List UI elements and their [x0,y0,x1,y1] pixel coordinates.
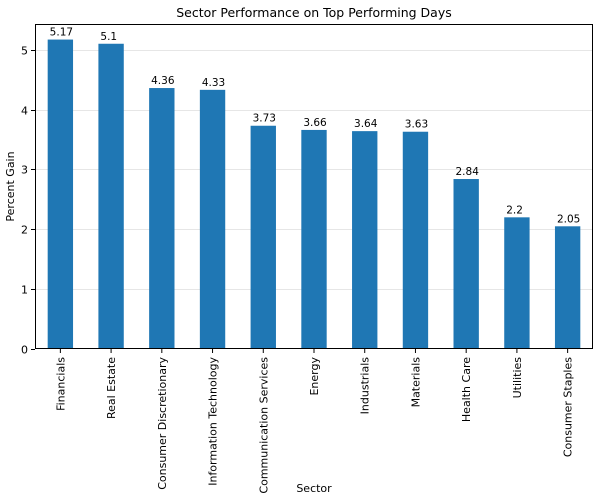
x-tick-label: Health Care [460,357,473,422]
y-tick-label: 4 [21,105,28,118]
bar-value-label: 2.05 [557,213,580,225]
x-tick-label: Industrials [359,357,372,415]
bar [149,88,175,349]
bar-value-label: 3.64 [354,118,378,130]
x-tick-label: Communication Services [257,357,270,494]
bar [301,129,327,349]
x-tick-label: Consumer Staples [562,357,575,457]
bar [352,131,378,349]
x-tick-label: Materials [409,357,422,408]
x-axis-ticks: Financials Real Estate Consumer Discretion… [54,349,575,494]
chart-title: Sector Performance on Top Performing Day… [176,5,452,20]
y-tick-label: 5 [21,45,28,58]
y-axis-ticks: 0 1 2 3 4 5 [21,45,35,357]
x-axis-label: Sector [296,482,332,495]
y-tick-label: 2 [21,224,28,237]
bar-value-label: 2.2 [506,204,523,216]
x-tick-label: Energy [308,357,321,396]
plot-area-frame [35,24,593,349]
x-tick-label: Consumer Discretionary [156,357,169,490]
y-tick-label: 0 [21,344,28,357]
y-axis-label: Percent Gain [4,151,17,221]
bar-value-label: 5.17 [50,27,73,39]
bar-value-label: 3.63 [405,119,428,131]
bar-value-label: 2.84 [456,166,480,178]
bar-value-label: 4.33 [202,77,225,89]
y-tick-label: 1 [21,284,28,297]
bar [402,131,429,349]
bar [47,39,74,349]
bars [47,39,581,350]
bar-value-label: 4.36 [151,75,175,87]
bar-value-label: 3.66 [303,117,327,129]
bar [504,217,530,349]
data-labels: 5.17 5.1 4.36 4.33 3.73 3.66 3.64 3.63 2.84 2.2 2.… [50,27,581,226]
x-tick-label: Financials [54,357,67,411]
x-tick-label: Utilities [511,357,524,399]
bar [199,89,226,349]
x-tick-label: Real Estate [105,357,118,419]
y-tick-label: 3 [21,164,28,177]
bar [98,43,124,350]
bar [453,179,479,349]
bar [554,226,581,349]
x-tick-label: Information Technology [207,357,220,486]
bar-value-label: 3.73 [253,113,276,125]
bar [250,125,276,349]
bar-value-label: 5.1 [100,31,117,43]
